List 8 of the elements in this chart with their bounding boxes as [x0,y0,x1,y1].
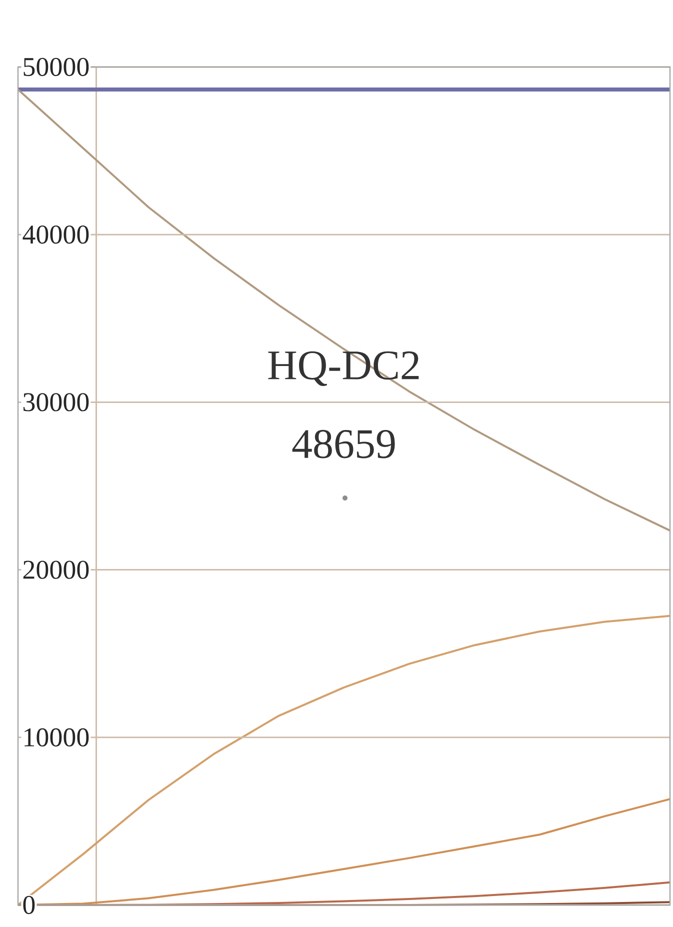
y-tick-label: 0 [23,896,35,914]
y-tick-label: 40000 [22,225,89,244]
line-series [16,88,671,532]
y-tick-label: 50000 [24,58,89,76]
y-tick-label: 30000 [23,393,89,412]
y-tick-label: 10000 [24,728,89,747]
annotation: 48659 [292,430,395,458]
y-tick-label: 20000 [23,560,89,579]
